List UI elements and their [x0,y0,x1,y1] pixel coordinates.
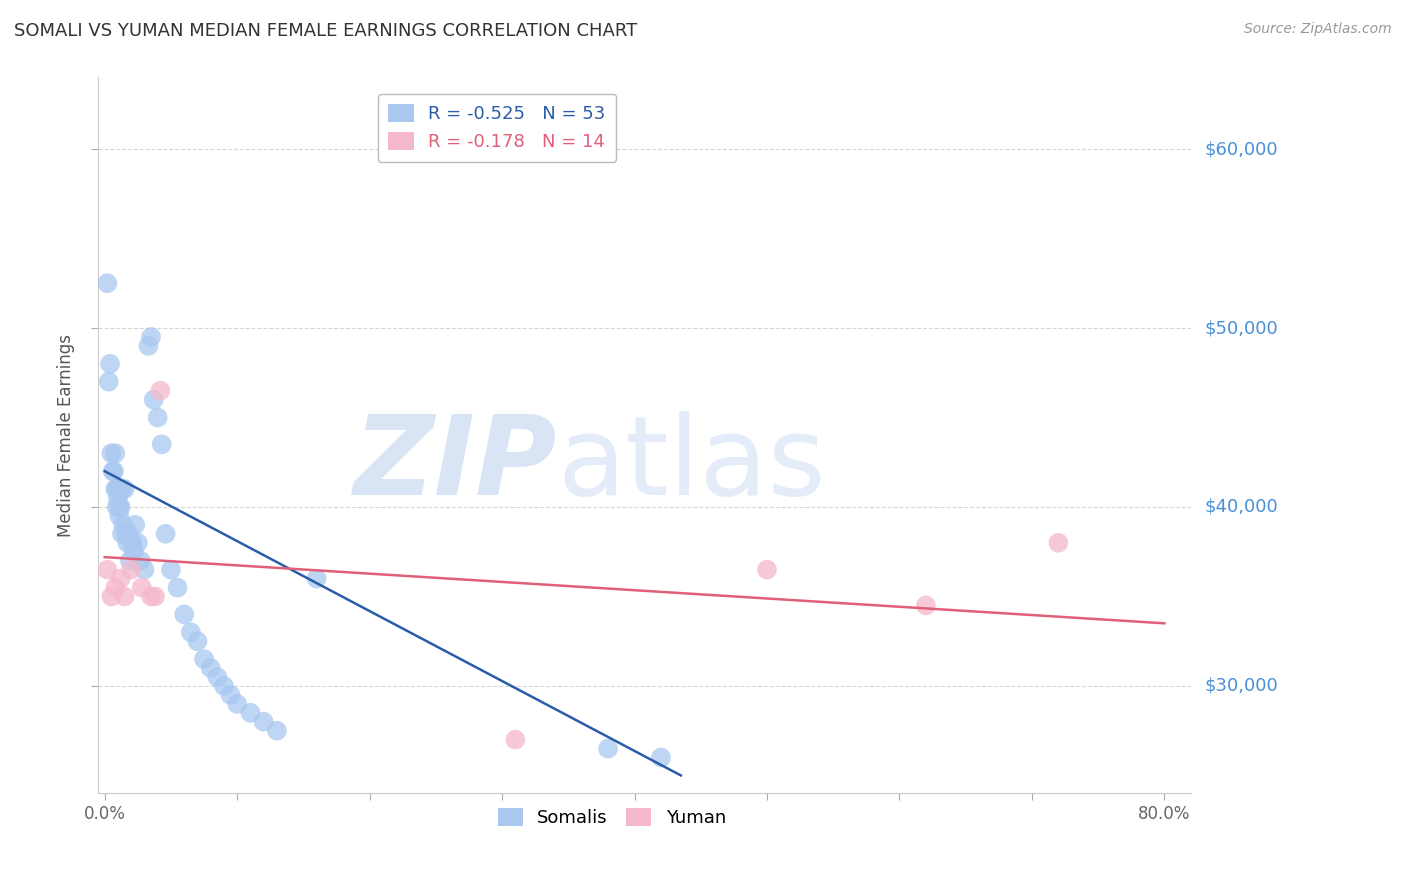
Point [200,661,222,675]
Point [207,670,229,684]
Point [756,563,779,577]
Point [219,688,242,702]
Point [139,330,162,344]
Text: atlas: atlas [557,410,825,517]
Point [155,526,177,541]
Text: $60,000: $60,000 [1205,140,1278,158]
Point [253,714,276,729]
Point [98,357,121,371]
Point [104,581,127,595]
Point [104,446,127,460]
Point [111,526,134,541]
Point [115,526,138,541]
Point [1047,535,1070,549]
Point [915,599,938,613]
Point [150,437,173,451]
Point [110,500,132,514]
Point [131,581,153,595]
Point [100,446,122,460]
Point [103,464,125,478]
Point [146,410,169,425]
Point [186,634,208,648]
Point [101,464,124,478]
Text: $50,000: $50,000 [1205,319,1278,337]
Point [111,482,134,496]
Point [166,581,188,595]
Point [108,508,131,523]
Point [138,339,160,353]
Point [160,563,183,577]
Text: $30,000: $30,000 [1205,677,1278,695]
Point [110,572,132,586]
Point [121,535,143,549]
Y-axis label: Median Female Earnings: Median Female Earnings [58,334,75,537]
Point [505,732,527,747]
Point [100,590,122,604]
Point [650,750,672,764]
Point [173,607,195,622]
Point [149,384,172,398]
Point [266,723,288,738]
Point [117,526,139,541]
Point [97,375,120,389]
Point [180,625,202,640]
Point [193,652,215,666]
Point [124,517,146,532]
Point [112,517,135,532]
Point [143,590,166,604]
Point [127,535,149,549]
Text: ZIP: ZIP [353,410,557,517]
Text: $40,000: $40,000 [1205,498,1278,516]
Point [115,535,138,549]
Point [96,277,118,291]
Point [104,482,127,496]
Point [212,679,235,693]
Point [118,554,141,568]
Point [142,392,165,407]
Point [239,706,262,720]
Point [305,572,328,586]
Point [108,500,131,514]
Point [120,535,142,549]
Point [114,482,136,496]
Point [122,545,145,559]
Point [105,482,128,496]
Point [134,563,156,577]
Point [107,482,129,496]
Point [139,590,162,604]
Point [596,741,619,756]
Legend: Somalis, Yuman: Somalis, Yuman [491,801,733,834]
Point [226,697,249,711]
Point [129,554,152,568]
Point [114,590,136,604]
Point [96,563,118,577]
Text: SOMALI VS YUMAN MEDIAN FEMALE EARNINGS CORRELATION CHART: SOMALI VS YUMAN MEDIAN FEMALE EARNINGS C… [14,22,637,40]
Point [120,563,142,577]
Text: Source: ZipAtlas.com: Source: ZipAtlas.com [1244,22,1392,37]
Point [105,500,128,514]
Point [107,491,129,505]
